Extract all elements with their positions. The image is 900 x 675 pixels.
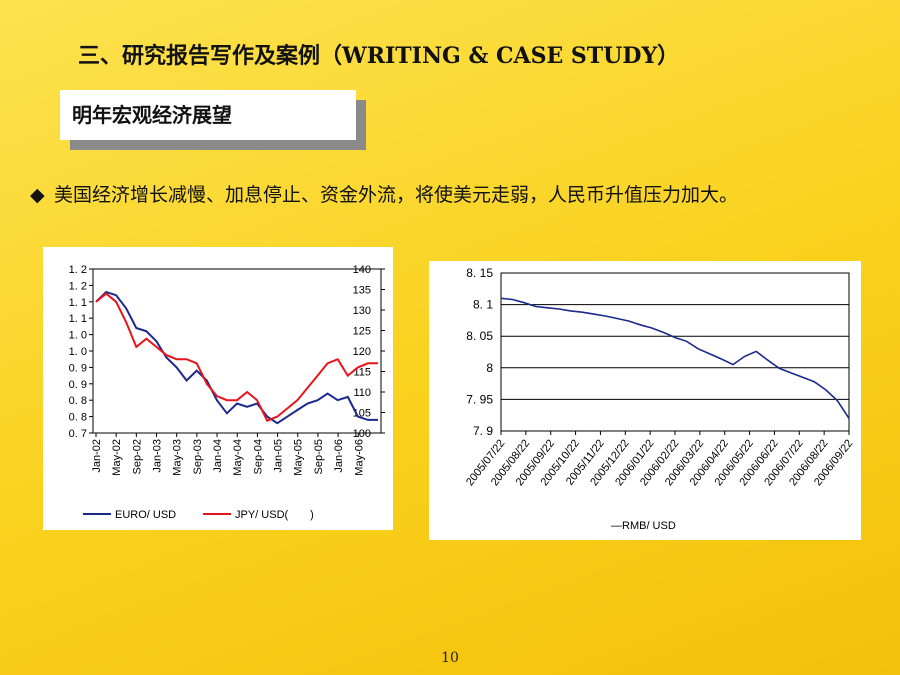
chart1-x-tick-label: May-04	[232, 439, 244, 476]
diamond-bullet-icon: ◆	[30, 184, 45, 206]
chart1-series-line-0	[95, 290, 378, 425]
chart1-left-tick-label: 1. 2	[69, 280, 87, 292]
chart2-series-line	[500, 297, 850, 419]
chart1-left-tick-label: 0. 8	[69, 395, 87, 407]
chart1-x-tick-label: Jan-06	[333, 439, 345, 473]
chart1-left-tick-label: 1. 2	[69, 264, 87, 276]
exchange-rate-chart-rmb: 8. 15 8. 1 8. 05 8 7. 95 7. 9 2005/07/22 2005/0…	[429, 261, 861, 540]
chart1-right-tick-label: 125	[353, 326, 371, 338]
chart1-left-tick-label: 0. 9	[69, 362, 87, 374]
slide-title: 三、研究报告写作及案例（WRITING & CASE STUDY）	[78, 43, 680, 69]
chart2-y-tick-label: 8. 15	[466, 266, 493, 280]
chart1-x-tick-label: May-06	[353, 439, 365, 476]
chart1-right-tick-label: 120	[353, 346, 371, 358]
chart1-left-tick-label: 0. 9	[69, 379, 87, 391]
chart2-y-tick-label: 7. 9	[473, 424, 493, 438]
chart1-x-tick-label: Jan-02	[91, 439, 103, 473]
subtitle-text: 明年宏观经济展望	[72, 103, 232, 127]
chart1-series-line-1	[95, 292, 378, 422]
chart1-x-tick-label: Sep-02	[131, 439, 143, 474]
chart1-x-tick-label: Sep-05	[313, 439, 325, 474]
chart1-left-tick-label: 1. 0	[69, 346, 87, 358]
page-number: 10	[441, 650, 459, 666]
chart1-svg: 1. 2 1. 2 1. 1 1. 1 1. 0 1. 0 0. 9 0. 9 0. 8 0. 8…	[69, 264, 385, 521]
chart1-right-tick-label: 100	[353, 428, 371, 440]
chart1-left-tick-label: 1. 1	[69, 297, 87, 309]
subtitle-box: 明年宏观经济展望	[60, 90, 356, 140]
chart2-y-tick-label: 7. 95	[466, 392, 493, 406]
bullet-row: ◆ 美国经济增长减慢、加息停止、资金外流，将使美元走弱，人民币升值压力加大。	[30, 180, 738, 207]
exchange-rate-chart-euro-jpy: 1. 2 1. 2 1. 1 1. 1 1. 0 1. 0 0. 9 0. 9 0. 8 0. 8…	[43, 247, 393, 530]
chart1-x-tick-label: May-03	[172, 439, 184, 476]
chart1-legend-label-1: JPY/ USD( )	[235, 509, 314, 521]
chart1-left-tick-label: 1. 0	[69, 330, 87, 342]
chart2-y-tick-label: 8	[486, 361, 493, 375]
chart1-legend-label-0: EURO/ USD	[115, 509, 176, 521]
chart1-left-tick-label: 1. 1	[69, 313, 87, 325]
chart1-right-tick-label: 135	[353, 285, 371, 297]
chart1-x-tick-label: Jan-05	[273, 439, 285, 473]
chart1-plot-border	[92, 268, 382, 434]
chart2-plot-border	[500, 272, 850, 432]
chart1-x-tick-label: Sep-03	[192, 439, 204, 474]
chart1-left-tick-label: 0. 8	[69, 412, 87, 424]
chart1-x-tick-label: Jan-03	[152, 439, 164, 473]
chart1-right-tick-label: 130	[353, 305, 371, 317]
chart1-left-tick-label: 0. 7	[69, 428, 87, 440]
chart1-right-tick-label: 140	[353, 264, 371, 276]
bullet-text: 美国经济增长减慢、加息停止、资金外流，将使美元走弱，人民币升值压力加大。	[54, 184, 739, 206]
chart2-legend-label: —RMB/ USD	[611, 520, 676, 532]
chart2-y-tick-label: 8. 1	[473, 298, 493, 312]
chart1-x-tick-label: May-02	[111, 439, 123, 476]
chart1-x-tick-label: Jan-04	[212, 439, 224, 473]
chart1-x-tick-label: Sep-04	[252, 439, 264, 474]
chart2-y-tick-label: 8. 05	[466, 329, 493, 343]
chart1-x-tick-label: May-05	[293, 439, 305, 476]
chart1-right-tick-label: 110	[353, 387, 371, 399]
chart1-right-tick-label: 115	[353, 367, 371, 379]
